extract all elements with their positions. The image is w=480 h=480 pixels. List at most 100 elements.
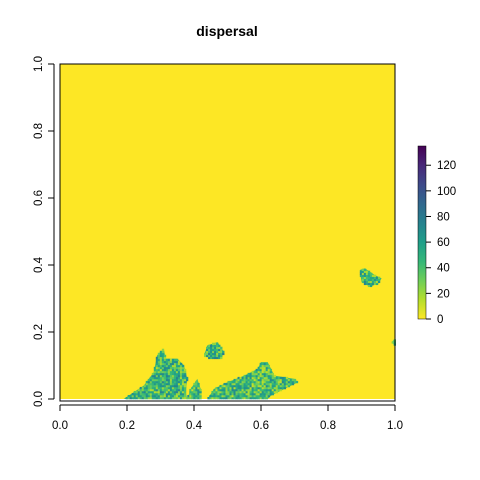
raster-cell xyxy=(210,356,213,360)
raster-cell xyxy=(377,276,381,280)
raster-cell xyxy=(177,392,181,396)
raster-cell xyxy=(157,374,161,378)
raster-cell xyxy=(245,384,248,388)
raster-cell xyxy=(135,394,139,398)
raster-cell xyxy=(167,364,171,368)
raster-cell xyxy=(161,382,165,386)
x-tick-label: 0.2 xyxy=(119,420,135,432)
raster-cell xyxy=(235,384,238,388)
raster-cell xyxy=(233,394,236,398)
raster-cell xyxy=(137,392,141,396)
raster-cell xyxy=(167,362,171,366)
raster-cell xyxy=(233,384,236,388)
raster-cell xyxy=(217,390,220,394)
raster-cell xyxy=(191,390,194,394)
raster-cell xyxy=(177,382,181,386)
raster-cell xyxy=(216,346,219,350)
raster-cell xyxy=(251,374,254,378)
raster-cell xyxy=(269,382,273,386)
raster-cell xyxy=(245,378,248,382)
raster-cell xyxy=(165,360,169,364)
raster-cell xyxy=(220,356,223,360)
raster-cell xyxy=(159,388,163,392)
raster-cell xyxy=(251,394,254,398)
raster-cell xyxy=(255,394,258,398)
raster-cell xyxy=(208,348,211,352)
raster-cell xyxy=(183,368,187,372)
raster-cell xyxy=(359,270,363,273)
raster-cell xyxy=(137,388,141,392)
raster-cell xyxy=(147,396,151,400)
raster-cell xyxy=(175,360,179,364)
raster-cell xyxy=(175,378,179,382)
raster-cell xyxy=(219,392,222,396)
plot-frame xyxy=(59,63,396,402)
raster-cell xyxy=(151,388,155,392)
raster-cell xyxy=(169,358,173,362)
raster-cell xyxy=(159,386,163,390)
raster-cell xyxy=(263,382,266,386)
raster-cell xyxy=(153,374,157,378)
raster-cell xyxy=(157,352,161,356)
raster-cell xyxy=(169,394,173,398)
raster-cell xyxy=(223,386,226,390)
raster-cell xyxy=(221,396,224,400)
raster-cell xyxy=(197,388,200,392)
raster-cell xyxy=(273,382,277,386)
colorbar-tick-label: 80 xyxy=(437,211,450,223)
raster-cell xyxy=(214,356,217,360)
raster-cell xyxy=(181,374,185,378)
raster-cell xyxy=(171,364,175,368)
raster-cell xyxy=(279,386,283,390)
raster-cell xyxy=(211,392,214,396)
raster-cell xyxy=(263,384,266,388)
raster-cell xyxy=(221,392,224,396)
raster-cell xyxy=(235,390,238,394)
raster-cell xyxy=(135,392,139,396)
raster-cell xyxy=(155,360,159,364)
raster-cell xyxy=(210,350,213,354)
raster-cell xyxy=(191,396,194,400)
raster-cell xyxy=(173,360,177,364)
raster-cell xyxy=(257,392,260,396)
raster-cell xyxy=(267,382,271,386)
raster-cell xyxy=(269,388,273,392)
raster-cell xyxy=(269,372,273,376)
raster-cell xyxy=(237,394,240,398)
raster-cell xyxy=(179,362,183,366)
raster-cell xyxy=(181,390,185,394)
raster-cell xyxy=(285,376,289,380)
raster-cell xyxy=(163,394,167,398)
raster-cell xyxy=(151,392,155,396)
raster-cell xyxy=(265,390,268,394)
raster-cell xyxy=(241,390,244,394)
raster-cell xyxy=(147,384,151,388)
colorbar-tick-label: 120 xyxy=(437,160,456,172)
raster-cell xyxy=(375,278,379,282)
raster-cell xyxy=(157,358,161,362)
raster-cell xyxy=(131,394,134,398)
raster-cell xyxy=(251,376,254,380)
raster-cell xyxy=(221,388,224,392)
raster-cell xyxy=(210,344,213,348)
raster-cell xyxy=(175,366,179,370)
raster-cell xyxy=(173,392,177,396)
raster-cell xyxy=(155,372,159,376)
raster-cell xyxy=(189,388,192,392)
raster-cell xyxy=(259,372,262,376)
raster-cell xyxy=(251,386,254,390)
raster-cell xyxy=(263,386,266,390)
raster-cell xyxy=(167,358,171,362)
raster-cell xyxy=(263,378,266,382)
raster-cell xyxy=(257,366,260,370)
raster-cell xyxy=(257,390,260,394)
raster-cell xyxy=(365,272,369,276)
raster-cell xyxy=(191,394,194,398)
raster-cell xyxy=(220,352,223,356)
raster-cell xyxy=(239,388,242,392)
raster-cell xyxy=(183,370,187,374)
raster-cell xyxy=(259,376,262,380)
raster-cell xyxy=(197,386,200,390)
raster-cell xyxy=(133,394,137,398)
raster-cell xyxy=(263,370,266,374)
